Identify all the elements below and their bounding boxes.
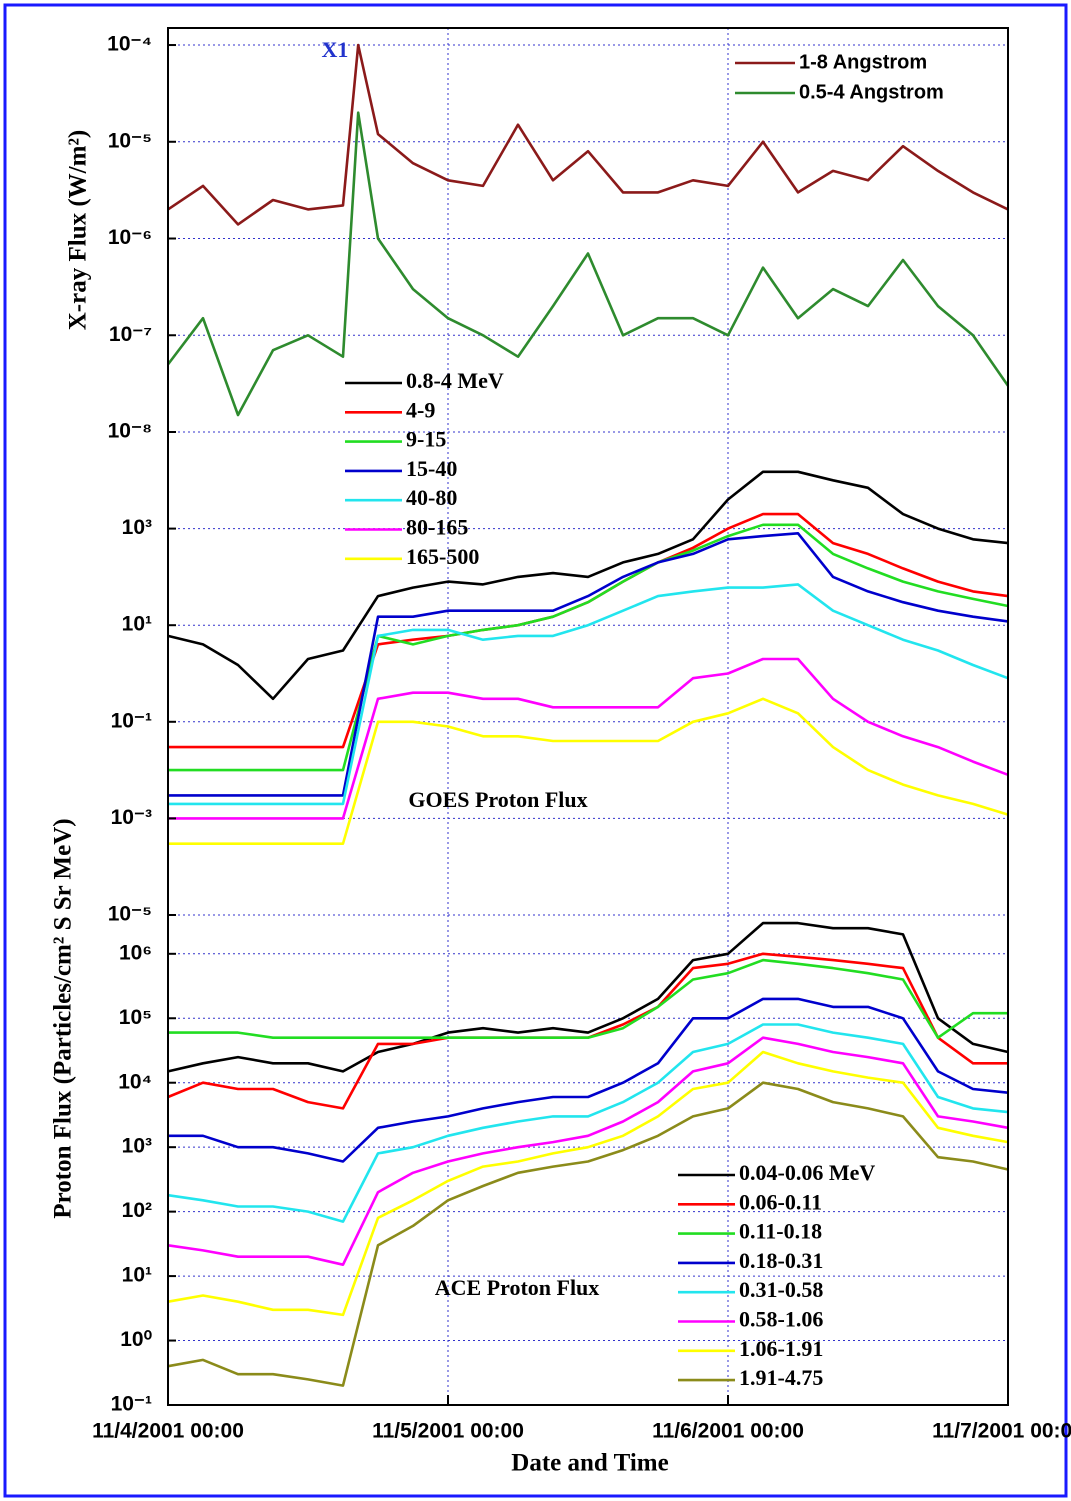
x-tick-label: 11/6/2001 00:00 bbox=[652, 1420, 804, 1443]
outer-border bbox=[3, 3, 1068, 1498]
y-tick-label: 10⁻¹ bbox=[111, 709, 152, 732]
legend-label: 1.06-1.91 bbox=[739, 1336, 823, 1361]
legend-label: 40-80 bbox=[406, 485, 457, 510]
series-line bbox=[168, 697, 1009, 845]
y-tick-label: 10⁻⁸ bbox=[108, 420, 152, 443]
y-tick-label: 10⁻⁴ bbox=[107, 33, 152, 56]
x-tick-label: 11/5/2001 00:00 bbox=[372, 1420, 524, 1443]
series-line bbox=[167, 921, 1009, 1073]
legend-label: 0.11-0.18 bbox=[739, 1219, 822, 1244]
y-tick-label: 10⁻⁵ bbox=[108, 903, 152, 926]
legend-label: 9-15 bbox=[406, 427, 446, 452]
plot-frame bbox=[167, 27, 1009, 1406]
series-line bbox=[168, 958, 1008, 1039]
legend-label: 0.5-4 Angstrom bbox=[799, 81, 944, 103]
y-tick-label: 10⁻¹ bbox=[111, 1393, 152, 1416]
y-tick-label: 10⁻⁶ bbox=[108, 226, 152, 249]
y-tick-label: 10⁻⁵ bbox=[108, 129, 152, 152]
x-tick-label: 11/7/2001 00:00 bbox=[932, 1420, 1071, 1443]
y-tick-label: 10⁻⁷ bbox=[109, 323, 152, 346]
series-line bbox=[167, 1036, 1009, 1266]
series-line bbox=[168, 532, 1009, 797]
series-line bbox=[167, 1081, 1009, 1387]
annotation: ACE Proton Flux bbox=[435, 1275, 600, 1300]
series-line bbox=[168, 523, 1009, 772]
y-tick-label: 10⁶ bbox=[119, 941, 152, 964]
series-line bbox=[168, 583, 1009, 806]
y-axis-label: Proton Flux (Particles/cm² S Sr MeV) bbox=[50, 818, 77, 1218]
legend-label: 1.91-4.75 bbox=[739, 1365, 823, 1390]
legend-label: 0.58-1.06 bbox=[739, 1307, 823, 1332]
series-line bbox=[168, 997, 1009, 1163]
series-line bbox=[167, 470, 1009, 701]
y-tick-label: 10³ bbox=[122, 1135, 152, 1158]
y-tick-label: 10⁴ bbox=[118, 1070, 152, 1093]
y-tick-label: 10¹ bbox=[122, 1264, 152, 1287]
legend-label: 4-9 bbox=[406, 397, 435, 422]
series-line bbox=[167, 1050, 1009, 1317]
legend-label: 15-40 bbox=[406, 456, 457, 481]
y-tick-label: 10³ bbox=[122, 516, 152, 539]
legend-label: 0.06-0.11 bbox=[739, 1189, 822, 1214]
legend-label: 0.8-4 MeV bbox=[406, 368, 504, 393]
y-tick-label: 10⁵ bbox=[119, 1006, 152, 1029]
series-line bbox=[166, 111, 1010, 417]
line-layer bbox=[166, 43, 1010, 1387]
y-tick-label: 10¹ bbox=[122, 613, 152, 636]
y-axis-label: X-ray Flux (W/m²) bbox=[65, 130, 92, 331]
y-tick-label: 10² bbox=[122, 1199, 152, 1222]
x-axis-label: Date and Time bbox=[511, 1450, 668, 1477]
annotation: X1 bbox=[322, 37, 349, 62]
y-tick-label: 10⁻³ bbox=[111, 806, 152, 829]
legend-label: 0.31-0.58 bbox=[739, 1277, 823, 1302]
legend-label: 80-165 bbox=[406, 515, 468, 540]
x-tick-label: 11/4/2001 00:00 bbox=[92, 1420, 244, 1443]
y-tick-label: 10⁰ bbox=[120, 1328, 152, 1351]
legend-label: 165-500 bbox=[406, 544, 479, 569]
annotation: GOES Proton Flux bbox=[408, 787, 587, 812]
legend-label: 0.18-0.31 bbox=[739, 1248, 823, 1273]
label-layer: 10⁻⁴ 10⁻⁵ 10⁻⁶ 10⁻⁷ 10⁻⁸ 1-8 Angstrom 0.5-4 An… bbox=[50, 27, 1071, 1477]
series-line bbox=[167, 1023, 1009, 1223]
legend-label: 0.04-0.06 MeV bbox=[739, 1160, 875, 1185]
legend-label: 1-8 Angstrom bbox=[799, 51, 927, 73]
series-line bbox=[168, 657, 1009, 820]
series-line bbox=[167, 43, 1009, 226]
